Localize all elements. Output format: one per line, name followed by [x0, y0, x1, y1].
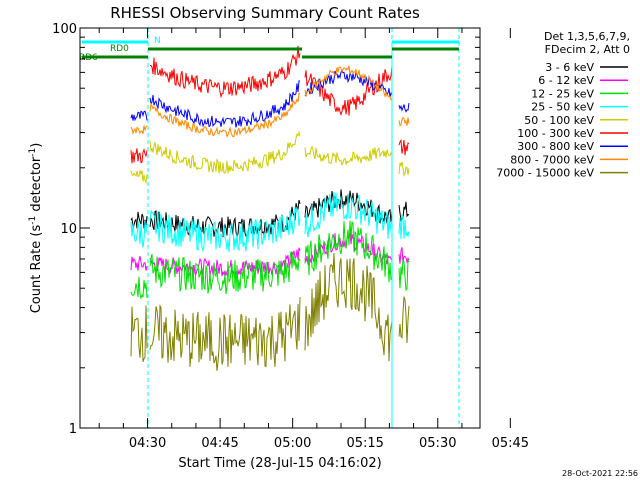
series-50-100-kevtrace [130, 130, 410, 185]
x-tick-label: 05:00 [274, 436, 311, 451]
legend-entry-label: 6 - 12 keV [538, 74, 594, 87]
series-segment [398, 161, 410, 177]
series-segment [149, 206, 301, 253]
y-tick-label: 100 [52, 22, 77, 37]
chart-title: RHESSI Observing Summary Count Rates [110, 4, 420, 22]
x-tick-label: 05:15 [346, 436, 383, 451]
legend-entry-label: 100 - 300 keV [517, 127, 594, 140]
series-segment [304, 145, 393, 167]
x-tick-label: 04:45 [201, 436, 238, 451]
x-tick-label: 05:45 [492, 436, 529, 451]
series-segment [150, 45, 301, 99]
legend-entry-label: 300 - 800 keV [517, 140, 594, 153]
plot-area: RD0 RD6 N [79, 28, 460, 428]
series-segment [398, 258, 410, 292]
series-segment [398, 247, 410, 264]
series-300-800-kevtrace [130, 69, 410, 128]
legend-header-line-2: FDecim 2, Att 0 [545, 43, 630, 56]
series-segment [149, 80, 300, 128]
rd6-label: RD6 [79, 53, 98, 63]
series-segment [130, 125, 148, 136]
legend-header-line-1: Det 1,3,5,6,7,9, [544, 30, 630, 43]
legend-entry-label: 3 - 6 keV [545, 61, 594, 74]
series-segment [149, 92, 301, 138]
series-segment [304, 65, 393, 101]
series-segment [149, 247, 301, 277]
series-segment [130, 110, 148, 122]
series-segment [398, 296, 410, 344]
series-segment [130, 276, 148, 300]
series-segment [398, 138, 410, 156]
series-800-7000-kevtrace [130, 65, 410, 138]
y-axis: 1 10 100 [52, 22, 480, 437]
series-7000-15000-kevtrace [130, 252, 410, 371]
legend: Det 1,3,5,6,7,9, FDecim 2, Att 0 3 - 6 k… [496, 30, 630, 180]
y-axis-label: Count Rate (s-1 detector-1) [28, 143, 44, 314]
series-segment [130, 148, 148, 164]
series-segment [149, 130, 301, 174]
x-axis: 04:30 04:45 05:00 05:15 05:30 05:45 [98, 28, 529, 451]
legend-entry-label: 12 - 25 keV [531, 87, 594, 100]
legend-entry-label: 50 - 100 keV [524, 114, 594, 127]
legend-entry-label: 7000 - 15000 keV [496, 167, 594, 180]
series-segment [398, 116, 410, 127]
series-12-25-kevtrace [130, 220, 410, 300]
series-segment [398, 102, 410, 113]
x-tick-label: 04:30 [129, 436, 166, 451]
series-100-300-kevtrace [130, 45, 410, 164]
rd0-label: RD0 [110, 44, 129, 54]
legend-entry-label: 800 - 7000 keV [510, 153, 594, 166]
series-segment [149, 297, 301, 371]
series-segment [398, 213, 410, 240]
series-25-50-kevtrace [130, 191, 410, 253]
series-segment [398, 201, 410, 223]
series-segment [304, 252, 393, 362]
night-label: N [154, 36, 161, 46]
series-segment [149, 251, 301, 295]
y-tick-label: 10 [60, 222, 77, 237]
timestamp: 28-Oct-2021 22:56 [562, 469, 638, 478]
series-segment [304, 191, 393, 239]
series-segment [130, 220, 148, 248]
series-segment [130, 255, 148, 271]
x-axis-label: Start Time (28-Jul-15 04:16:02) [178, 456, 381, 471]
legend-entry-label: 25 - 50 keV [531, 101, 594, 114]
series-segment [304, 220, 393, 283]
series-segment [130, 168, 148, 185]
x-tick-label: 05:30 [419, 436, 456, 451]
y-tick-label: 1 [69, 422, 77, 437]
series-segment [130, 305, 148, 363]
